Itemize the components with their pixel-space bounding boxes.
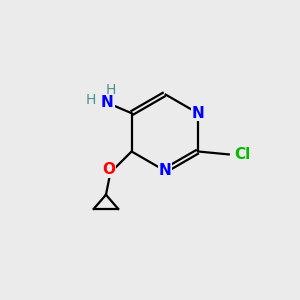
- Text: H: H: [106, 82, 116, 97]
- Text: H: H: [86, 93, 96, 107]
- Text: O: O: [102, 162, 116, 177]
- Text: N: N: [191, 106, 204, 121]
- Text: Cl: Cl: [235, 147, 251, 162]
- Text: N: N: [101, 95, 114, 110]
- Text: N: N: [158, 163, 171, 178]
